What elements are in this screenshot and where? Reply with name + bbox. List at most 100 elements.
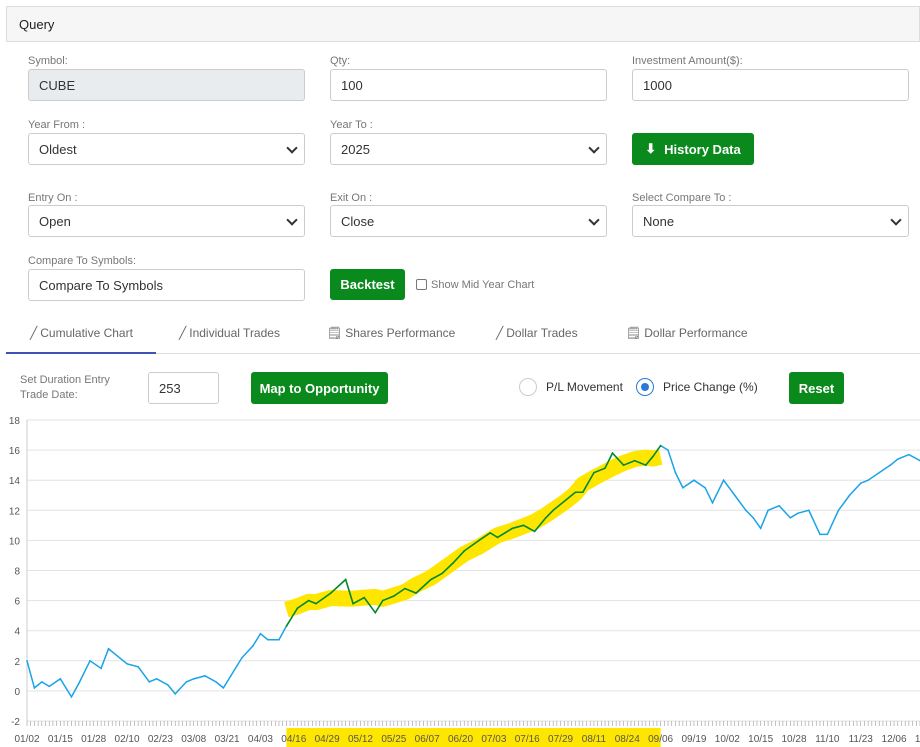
data-point: [733, 494, 736, 497]
data-point: [704, 486, 706, 489]
data-point: [315, 602, 317, 605]
data-point: [908, 453, 910, 456]
data-point: [674, 471, 677, 474]
data-point: [652, 455, 655, 457]
x-tick-label: 07/03: [481, 734, 506, 745]
history-data-button[interactable]: ⬇ History Data: [632, 133, 754, 165]
tab-dollar-trades[interactable]: ╱ Dollar Trades: [496, 326, 578, 340]
data-point: [393, 595, 395, 597]
data-point: [778, 504, 780, 507]
data-point: [808, 509, 810, 512]
x-tick-label: 05/25: [381, 734, 406, 745]
data-point: [267, 638, 269, 641]
data-point: [693, 479, 695, 481]
data-point: [41, 681, 43, 683]
active-tab-indicator: [6, 352, 156, 354]
investment-field[interactable]: 1000: [632, 69, 909, 101]
y-tick-label: 14: [9, 476, 21, 487]
tab-shares-performance[interactable]: 🗒 Shares Performance: [327, 326, 455, 340]
symbol-field[interactable]: CUBE: [28, 69, 305, 101]
tab-dollar-performance[interactable]: 🗒 Dollar Performance: [626, 326, 748, 340]
data-point: [574, 491, 577, 494]
compare-to-select[interactable]: None: [632, 205, 909, 237]
data-point: [137, 666, 139, 668]
data-point: [285, 625, 288, 627]
x-tick-label: 02/23: [148, 734, 173, 745]
data-point: [381, 599, 384, 602]
data-point: [552, 509, 554, 512]
pl-movement-label: P/L Movement: [546, 380, 623, 394]
show-mid-year-label: Show Mid Year Chart: [431, 279, 535, 291]
data-point: [582, 491, 584, 494]
data-point: [33, 687, 36, 689]
data-point: [252, 644, 254, 647]
tab-individual-trades[interactable]: ╱ Individual Trades: [179, 326, 280, 340]
x-tick-label: 08/24: [615, 734, 640, 745]
data-point: [229, 675, 232, 677]
x-tick-label: 03/08: [181, 734, 206, 745]
data-point: [59, 678, 62, 680]
data-point: [789, 517, 792, 519]
x-tick-label: 09/06: [648, 734, 673, 745]
x-tick-label: 04/29: [315, 734, 340, 745]
year-from-select[interactable]: Oldest: [28, 133, 305, 165]
y-tick-label: 16: [9, 446, 21, 457]
symbol-label: Symbol:: [28, 55, 68, 67]
data-point: [682, 486, 684, 489]
calendar-icon: 🗒: [327, 326, 343, 340]
data-point: [174, 693, 177, 695]
data-point: [645, 464, 647, 466]
year-to-select[interactable]: 2025: [330, 133, 607, 165]
history-data-label: History Data: [664, 141, 741, 157]
data-point: [859, 482, 862, 485]
data-point: [889, 464, 892, 466]
x-tick-label: 09/19: [681, 734, 706, 745]
tab-label: Dollar Trades: [506, 326, 578, 340]
year-to-value: 2025: [341, 142, 370, 157]
x-tick-label: 02/10: [115, 734, 140, 745]
data-point: [215, 681, 217, 683]
reset-button[interactable]: Reset: [789, 372, 844, 404]
data-point: [441, 572, 443, 575]
duration-input[interactable]: 253: [148, 372, 219, 404]
data-point: [848, 494, 851, 497]
data-point: [167, 684, 169, 686]
tab-label: Cumulative Chart: [40, 326, 133, 340]
data-point: [622, 464, 625, 466]
data-point: [118, 656, 121, 659]
data-point: [533, 530, 536, 533]
data-point: [489, 532, 491, 534]
data-point: [278, 638, 280, 641]
year-from-value: Oldest: [39, 142, 77, 157]
exit-on-select[interactable]: Close: [330, 205, 607, 237]
year-from-label: Year From :: [28, 119, 86, 131]
calendar-icon: 🗒: [626, 326, 642, 340]
data-point: [374, 611, 377, 614]
price-change-radio[interactable]: [636, 378, 654, 396]
exit-on-value: Close: [341, 214, 375, 229]
x-axis-highlight: [286, 728, 661, 747]
data-point: [604, 467, 606, 469]
chart-line-icon: ╱: [179, 326, 187, 340]
data-point: [155, 678, 158, 680]
data-point: [452, 562, 454, 564]
data-point: [667, 449, 669, 451]
entry-on-select[interactable]: Open: [28, 205, 305, 237]
map-to-opportunity-button[interactable]: Map to Opportunity: [251, 372, 388, 404]
data-point: [107, 647, 110, 650]
data-point: [522, 524, 525, 527]
backtest-button[interactable]: Backtest: [330, 269, 405, 300]
tab-cumulative-chart[interactable]: ╱ Cumulative Chart: [30, 326, 133, 340]
data-point: [100, 667, 102, 670]
pl-movement-radio[interactable]: [519, 378, 537, 396]
show-mid-year-checkbox[interactable]: [416, 279, 427, 290]
data-point: [563, 500, 566, 503]
data-point: [404, 587, 406, 590]
data-point: [415, 592, 417, 594]
qty-field[interactable]: 100: [330, 69, 607, 101]
compare-symbols-input[interactable]: Compare To Symbols: [28, 269, 305, 301]
x-tick-label: 12/06: [882, 734, 907, 745]
x-tick-label: 07/16: [515, 734, 540, 745]
x-tick-label: 03/21: [215, 734, 240, 745]
x-tick-label: 01/28: [81, 734, 106, 745]
